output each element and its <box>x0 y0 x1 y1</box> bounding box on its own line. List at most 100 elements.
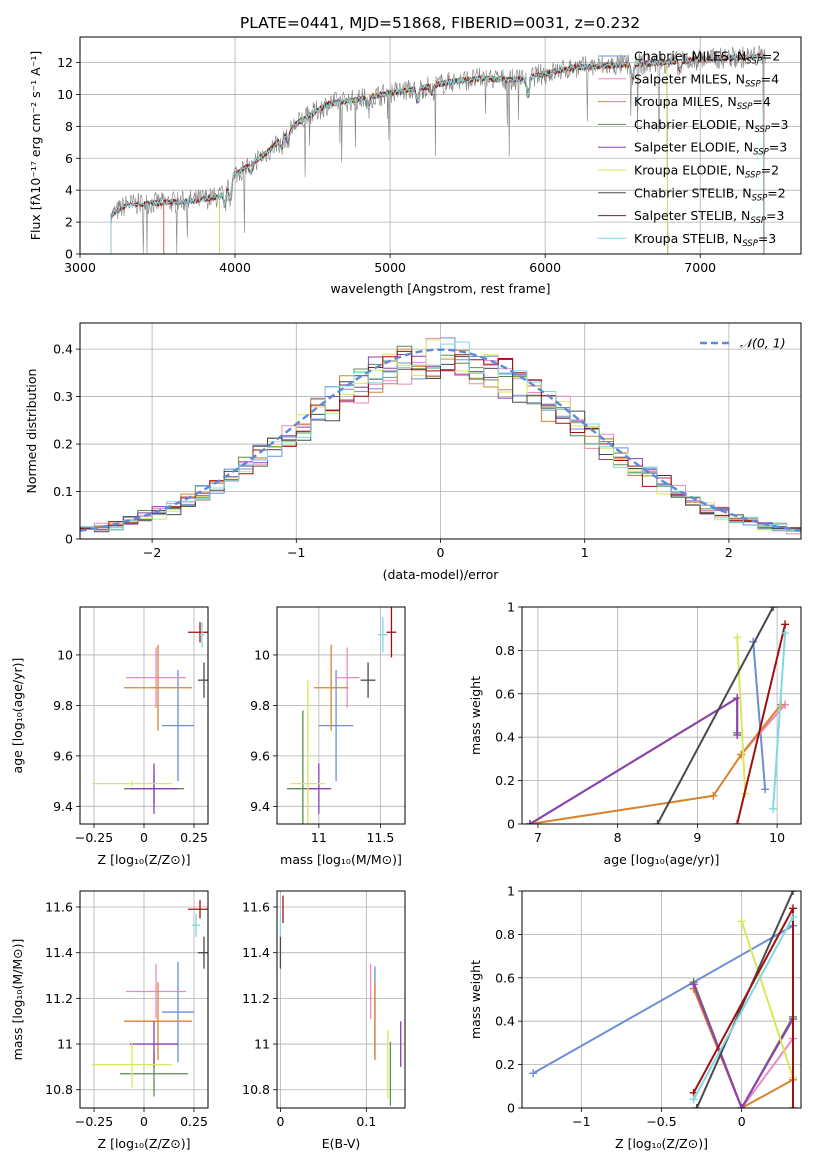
x-tick-label: −0.25 <box>75 830 113 845</box>
mass-weight-line <box>692 988 794 1108</box>
errorbar-point <box>386 607 397 658</box>
y-tick-label: 11.4 <box>242 945 270 960</box>
mass-weight-line <box>532 924 794 1075</box>
x-tick-label: 8 <box>614 830 622 845</box>
errorbar-point <box>124 982 192 1061</box>
y-tick-label: 11.6 <box>45 899 73 914</box>
x-tick-label: −0.25 <box>75 1114 113 1129</box>
x-tick-label: 0.1 <box>356 1114 376 1129</box>
errorbar-point <box>334 647 360 708</box>
errorbar-point <box>126 964 186 1019</box>
errorbar-point <box>92 1041 172 1088</box>
mass-weight-line <box>740 921 794 1078</box>
mass-weight-marker <box>769 607 778 611</box>
legend-entry: Kroupa STELIB, NSSP=3 <box>634 231 776 249</box>
x-axis-label: (data-model)/error <box>383 567 500 582</box>
y-tick-label: 0.2 <box>495 1057 515 1072</box>
y-tick-label: 4 <box>65 183 73 198</box>
x-tick-label: 11 <box>311 830 327 845</box>
x-tick-label: −1 <box>572 1114 590 1129</box>
mass-weight-marker <box>689 1095 698 1104</box>
errorbar-point <box>188 900 208 919</box>
grid <box>277 607 405 824</box>
legend-entry: 𝒩(0, 1) <box>740 336 786 351</box>
errorbar-point <box>198 936 208 969</box>
errorbar-point <box>130 763 178 814</box>
y-tick-label: 0.1 <box>53 484 73 499</box>
data-spectrum-line <box>110 45 766 254</box>
legend-entry: Chabrier ELODIE, NSSP=3 <box>634 117 789 135</box>
legend-entry: Salpeter STELIB, NSSP=3 <box>634 208 784 226</box>
y-tick-label: 11 <box>254 1037 270 1052</box>
plot-area <box>92 900 208 1097</box>
mass-weight-line <box>656 607 774 824</box>
mass-weight-line <box>736 637 747 794</box>
x-axis-label: wavelength [Angstrom, rest frame] <box>330 281 550 296</box>
y-axis-label: mass [log₁₀(M/M⊙)] <box>10 939 25 1061</box>
errorbar-point <box>377 617 388 653</box>
y-tick-label: 11.2 <box>45 991 73 1006</box>
y-tick-label: 11.2 <box>242 991 270 1006</box>
errorbar-point <box>92 781 172 787</box>
grid <box>80 891 208 1108</box>
mass-weight-marker <box>689 980 698 989</box>
y-tick-label: 9.4 <box>53 799 73 814</box>
mass-weight-marker <box>709 791 718 800</box>
y-tick-label: 0.4 <box>495 730 515 745</box>
errorbar-point <box>192 913 200 937</box>
x-axis-label: age [log₁₀(age/yr)] <box>604 852 720 867</box>
mass-weight-marker <box>737 917 746 926</box>
grid <box>277 891 405 1108</box>
legend-entry: Kroupa MILES, NSSP=4 <box>634 94 771 112</box>
y-tick-label: 12 <box>57 55 73 70</box>
model-spectrum-line <box>219 59 669 254</box>
errorbar-point <box>313 644 349 731</box>
errorbar-point <box>162 670 194 782</box>
errorbar-point <box>318 670 354 782</box>
panel-spectrum: 3000 4000 5000 6000 7000 0 2 4 6 8 10 12 wavelength … <box>28 36 802 296</box>
mass-weight-line <box>772 632 787 809</box>
y-tick-label: 0 <box>65 532 73 547</box>
errorbar-point <box>200 622 204 648</box>
y-tick-label: 0.2 <box>53 437 73 452</box>
legend-entry: Salpeter MILES, NSSP=4 <box>634 71 779 89</box>
x-tick-label: 4000 <box>219 260 251 275</box>
y-tick-label: 2 <box>65 215 73 230</box>
plot-area <box>92 622 208 814</box>
y-tick-label: 0.8 <box>495 927 515 942</box>
y-tick-label: 0.4 <box>53 342 73 357</box>
y-tick-label: 9.8 <box>250 698 270 713</box>
x-tick-label: 0 <box>140 830 148 845</box>
x-tick-label: 7000 <box>684 260 716 275</box>
mass-weight-marker <box>525 820 534 824</box>
mass-weight-line <box>752 641 767 790</box>
legend-entry: Salpeter ELODIE, NSSP=3 <box>634 140 787 158</box>
x-tick-label: 6000 <box>529 260 561 275</box>
y-tick-label: 10 <box>254 647 270 662</box>
y-tick-label: 6 <box>65 151 73 166</box>
mass-weight-marker <box>788 913 797 922</box>
y-axis-label: mass weight <box>468 676 483 755</box>
y-tick-label: 9.6 <box>53 748 73 763</box>
x-tick-label: 0 <box>140 1114 148 1129</box>
y-tick-label: 11.4 <box>45 945 73 960</box>
panel-mass_EBV: 0 0.1 10.8 11 11.2 11.4 11.6 E(B-V) <box>242 890 406 1151</box>
y-tick-label: 0 <box>65 247 73 262</box>
y-tick-label: 0.6 <box>495 970 515 985</box>
y-tick-label: 9.8 <box>53 698 73 713</box>
x-axis-label: Z [log₁₀(Z/Z⊙)] <box>98 1136 191 1151</box>
axes-frame <box>276 606 406 825</box>
mass-weight-marker <box>733 633 742 642</box>
legend-entry: Chabrier STELIB, NSSP=2 <box>634 185 786 203</box>
axes-frame <box>79 36 802 255</box>
errorbar-point <box>360 662 376 698</box>
mass-weight-marker <box>692 1104 701 1108</box>
mass-weight-marker <box>529 1069 538 1078</box>
normal-curve <box>80 348 801 532</box>
x-tick-label: 0 <box>276 1114 284 1129</box>
plot-area <box>110 45 766 254</box>
axes-frame <box>521 606 802 825</box>
errorbar-point <box>306 763 332 814</box>
plot-area <box>80 337 801 538</box>
